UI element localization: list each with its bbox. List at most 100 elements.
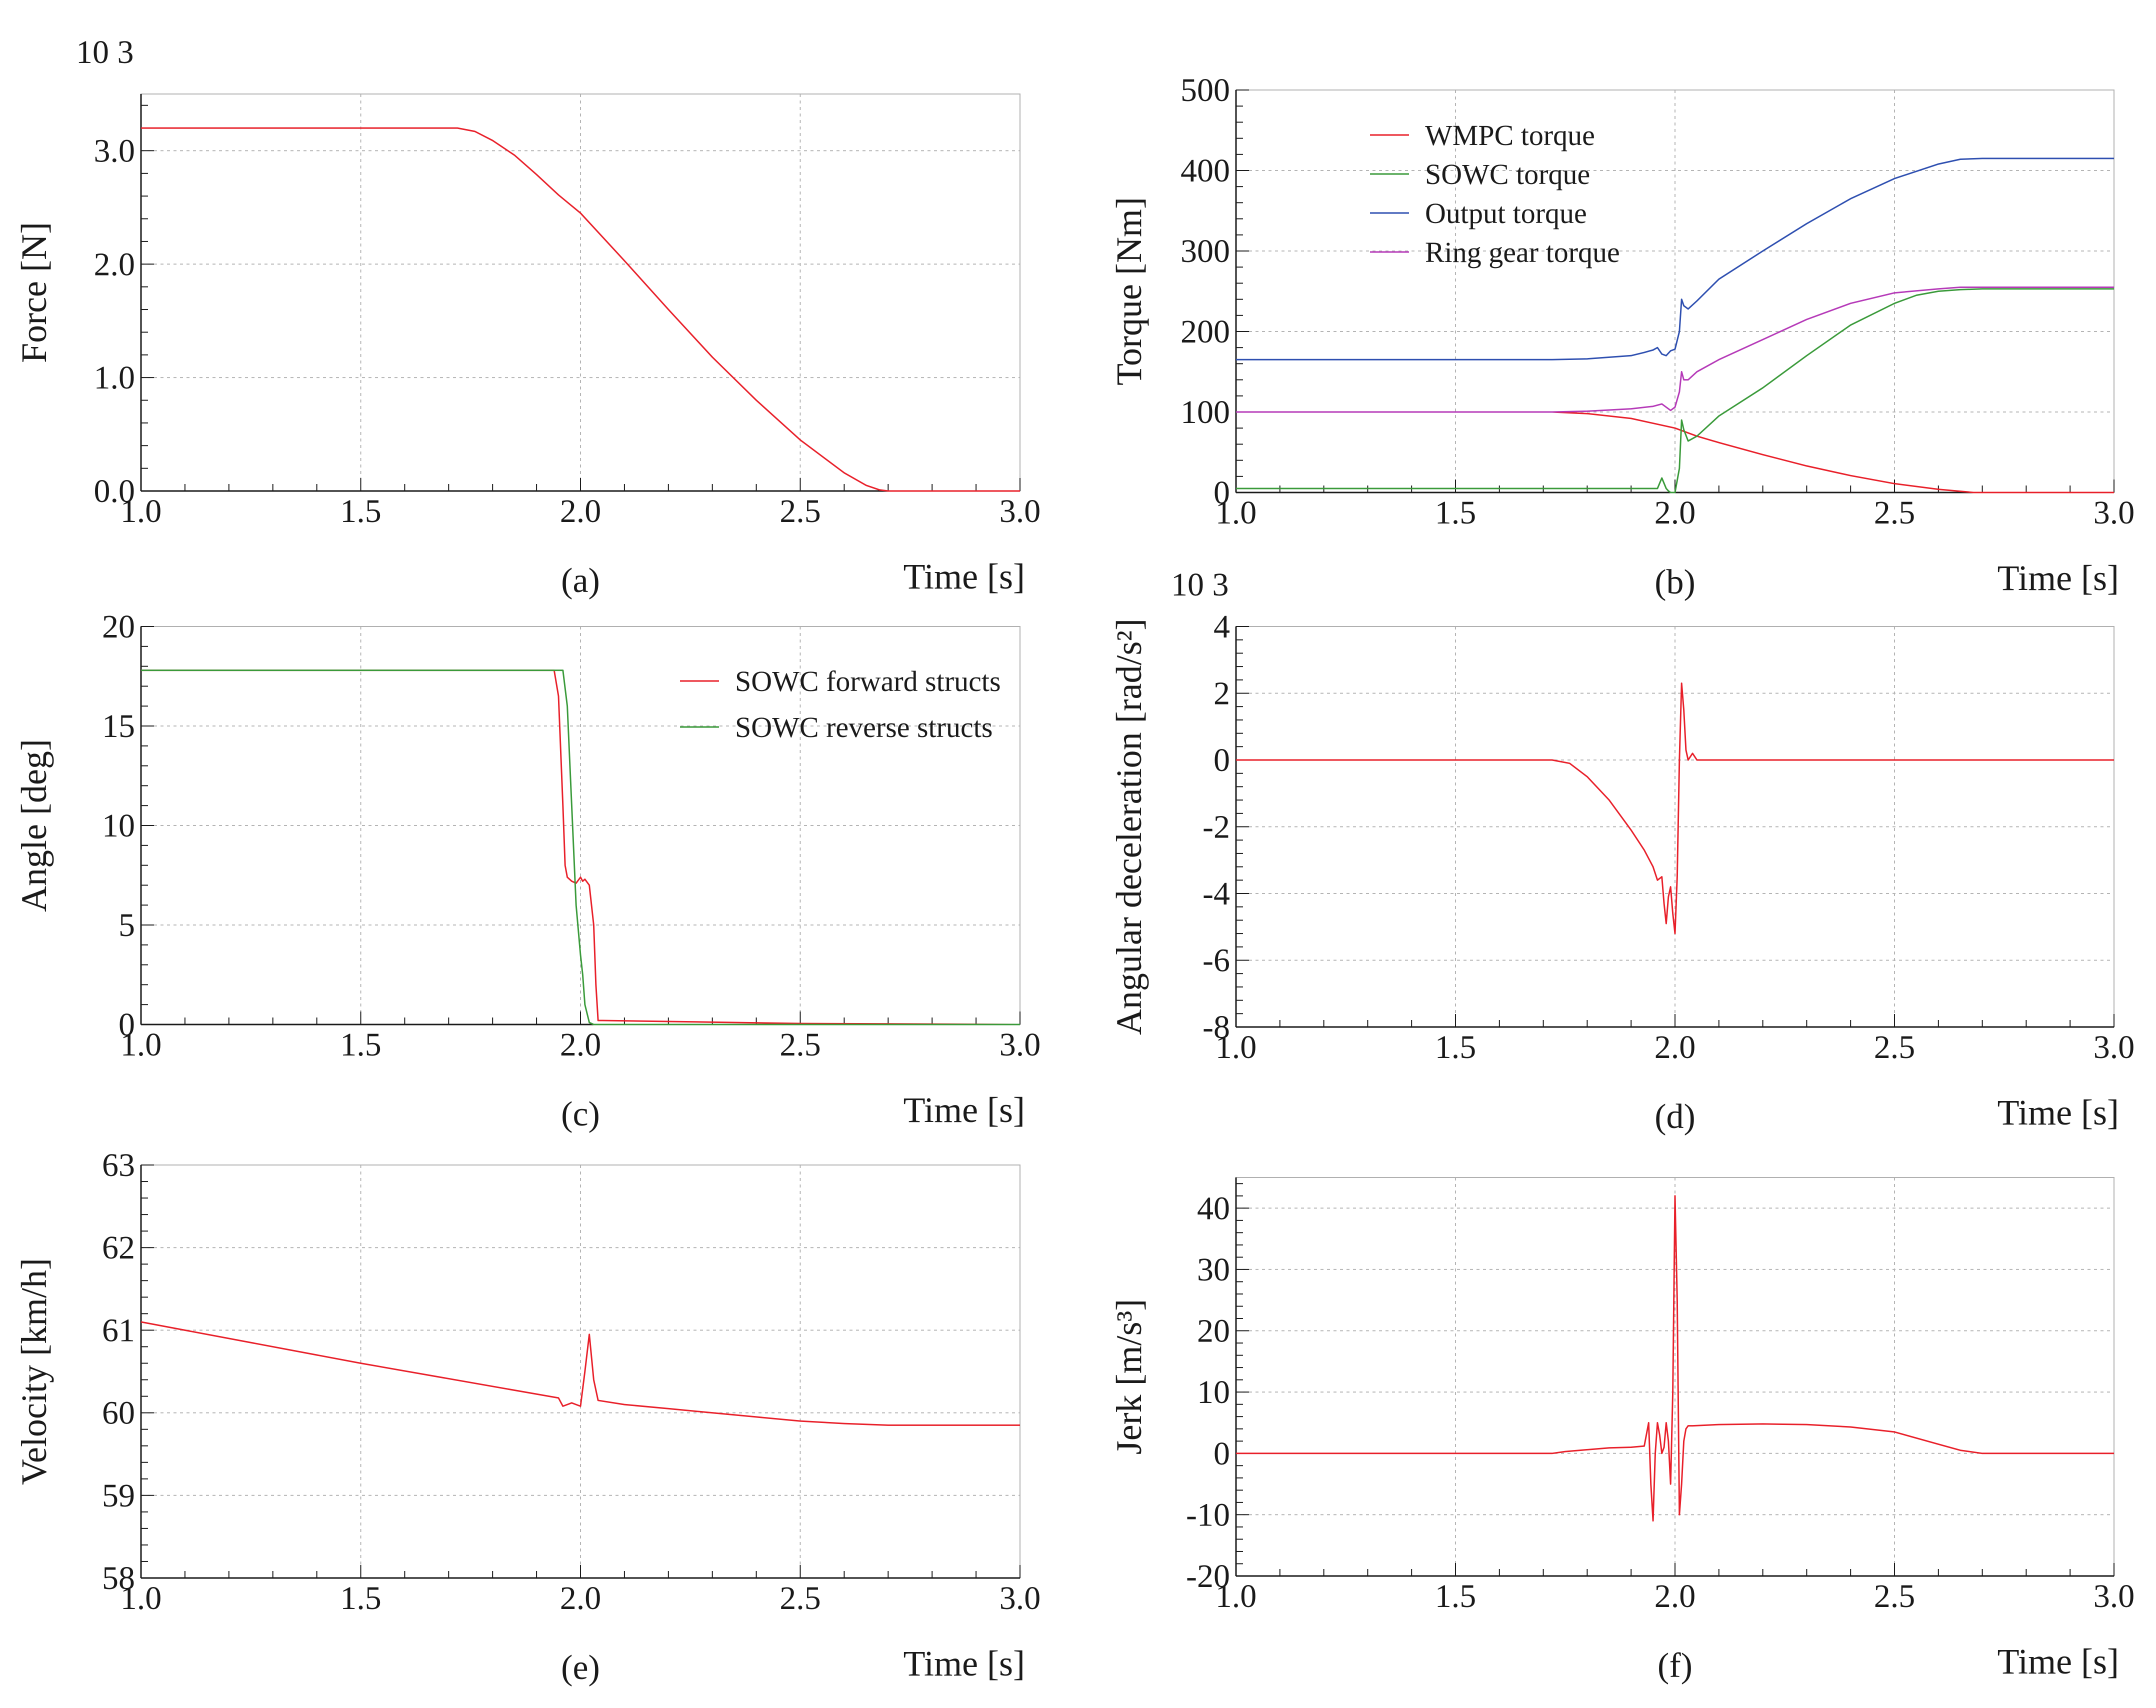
x-tick-label: 2.5 xyxy=(1874,1029,1916,1066)
y-tick-label: 0 xyxy=(118,1006,135,1043)
series-line-sowc-torque xyxy=(1236,288,2114,494)
x-tick-label: 2.5 xyxy=(1874,494,1916,531)
panel-caption: (f) xyxy=(1658,1646,1692,1685)
y-tick-label: 0.0 xyxy=(94,473,136,510)
y-tick-label: -4 xyxy=(1202,876,1230,912)
y-tick-label: 60 xyxy=(102,1395,135,1432)
chart-d: 1.0 1.5 2.0 2.5 3.0 -8 -6 -4 -2 0 2 4 Angular decele… xyxy=(1109,566,2134,1136)
x-tick-label: 2.0 xyxy=(1654,494,1696,531)
y-axis-label: Jerk [m/s³] xyxy=(1109,1299,1149,1455)
x-tick-label: 2.0 xyxy=(1654,1578,1696,1614)
y-tick-label: 15 xyxy=(102,708,135,744)
y-tick-label: -20 xyxy=(1186,1558,1230,1594)
y-axis-label: Angular deceleration [rad/s²] xyxy=(1109,618,1149,1035)
x-axis-label: Time [s] xyxy=(1998,1642,2119,1682)
x-tick-label: 2.5 xyxy=(1874,1578,1916,1614)
x-tick-label: 1.0 xyxy=(1216,1578,1257,1614)
x-tick-label: 2.5 xyxy=(780,1580,821,1616)
y-tick-label: 5 xyxy=(118,907,135,944)
x-tick-label: 3.0 xyxy=(1000,1580,1041,1616)
series-line-force xyxy=(141,127,1020,492)
x-tick-label: 1.5 xyxy=(1435,1578,1476,1614)
x-tick-label: 1.5 xyxy=(340,493,382,530)
x-tick-label: 2.0 xyxy=(560,493,602,530)
x-axis-label: Time [s] xyxy=(904,1090,1025,1130)
legend-label: Output torque xyxy=(1425,197,1587,230)
series-line-sowc-reverse-structs xyxy=(141,670,1020,1026)
y-tick-label: 4 xyxy=(1214,608,1230,645)
series-line-jerk xyxy=(1236,1195,2114,1522)
y-tick-label: 40 xyxy=(1197,1190,1230,1226)
y-exponent-label: 10 3 xyxy=(1171,566,1229,603)
panel-caption: (e) xyxy=(561,1648,600,1687)
y-tick-label: 10 xyxy=(1197,1374,1230,1410)
y-tick-label: 30 xyxy=(1197,1252,1230,1288)
y-tick-label: 63 xyxy=(102,1147,135,1184)
y-tick-label: 400 xyxy=(1180,152,1230,189)
y-axis-label: Angle [deg] xyxy=(14,739,54,912)
y-tick-label: 20 xyxy=(1197,1313,1230,1350)
series-line-wmpc-torque xyxy=(1236,411,2114,494)
chart-e: 1.0 1.5 2.0 2.5 3.0 58 59 60 61 62 63 Velocity [km/… xyxy=(14,1147,1040,1687)
y-exponent-label: 10 3 xyxy=(76,34,134,70)
legend-label: SOWC reverse structs xyxy=(735,711,992,744)
series-line-sowc-forward-structs xyxy=(141,670,1020,1026)
chart-c: 1.0 1.5 2.0 2.5 3.0 0 5 10 15 20 Angle [deg] Time [… xyxy=(14,608,1040,1134)
x-axis-label: Time [s] xyxy=(1998,1092,2119,1132)
x-tick-label: 1.0 xyxy=(120,493,162,530)
y-tick-label: 300 xyxy=(1180,233,1230,270)
y-axis-label: Torque [Nm] xyxy=(1109,197,1149,386)
legend-label: SOWC forward structs xyxy=(735,665,1001,698)
x-tick-label: 2.0 xyxy=(560,1026,602,1063)
x-axis-label: Time [s] xyxy=(1998,558,2119,598)
x-tick-label: 3.0 xyxy=(1000,1026,1041,1063)
y-tick-label: 1.0 xyxy=(94,360,136,396)
y-tick-label: 20 xyxy=(102,608,135,645)
x-tick-label: 1.5 xyxy=(1435,1029,1476,1066)
y-tick-label: -10 xyxy=(1186,1496,1230,1533)
series-line-angular-deceleration xyxy=(1236,682,2114,934)
y-tick-label: 0 xyxy=(1214,474,1230,511)
x-tick-label: 1.0 xyxy=(1216,494,1257,531)
y-tick-label: 62 xyxy=(102,1230,135,1266)
x-tick-label: 1.0 xyxy=(120,1026,162,1063)
y-tick-label: 3.0 xyxy=(94,132,136,169)
y-tick-label: 2.0 xyxy=(94,246,136,282)
chart-f: 1.0 1.5 2.0 2.5 3.0 -20 -10 0 10 20 30 40 Jerk [m/s³… xyxy=(1109,1177,2135,1685)
panel-caption: (d) xyxy=(1654,1098,1696,1136)
legend-label: Ring gear torque xyxy=(1425,236,1620,268)
panel-caption: (b) xyxy=(1654,563,1696,602)
y-tick-label: 200 xyxy=(1180,314,1230,350)
x-tick-label: 1.5 xyxy=(1435,494,1476,531)
chart-b: 1.0 1.5 2.0 2.5 3.0 0 100 200 300 400 500 Torque [N… xyxy=(1109,72,2134,602)
x-tick-label: 2.5 xyxy=(780,1026,821,1063)
x-tick-label: 1.5 xyxy=(340,1580,382,1616)
y-axis-label: Velocity [km/h] xyxy=(14,1258,54,1485)
y-tick-label: 500 xyxy=(1180,72,1230,108)
x-tick-label: 1.5 xyxy=(340,1026,382,1063)
y-tick-label: 61 xyxy=(102,1312,135,1348)
x-axis-label: Time [s] xyxy=(904,556,1025,596)
y-tick-label: -6 xyxy=(1202,942,1230,979)
x-tick-label: 3.0 xyxy=(2094,1029,2135,1066)
x-tick-label: 3.0 xyxy=(1000,493,1041,530)
y-axis-label: Force [N] xyxy=(14,222,54,363)
x-tick-label: 2.0 xyxy=(560,1580,602,1616)
y-tick-label: 100 xyxy=(1180,394,1230,430)
panel-caption: (a) xyxy=(561,562,600,600)
y-tick-label: 59 xyxy=(102,1478,135,1514)
series-line-output-torque xyxy=(1236,158,2114,360)
y-tick-label: 0 xyxy=(1214,1436,1230,1472)
y-tick-label: -8 xyxy=(1202,1009,1230,1046)
y-tick-label: 2 xyxy=(1214,676,1230,712)
series-line-ring-gear-torque xyxy=(1236,286,2114,413)
y-tick-label: 0 xyxy=(1214,742,1230,778)
x-tick-label: 2.0 xyxy=(1654,1029,1696,1066)
x-tick-label: 1.0 xyxy=(1216,1029,1257,1066)
series-line-velocity xyxy=(140,1321,1020,1426)
x-tick-label: 3.0 xyxy=(2094,494,2135,531)
x-tick-label: 3.0 xyxy=(2094,1578,2135,1614)
y-tick-label: 58 xyxy=(102,1560,135,1596)
